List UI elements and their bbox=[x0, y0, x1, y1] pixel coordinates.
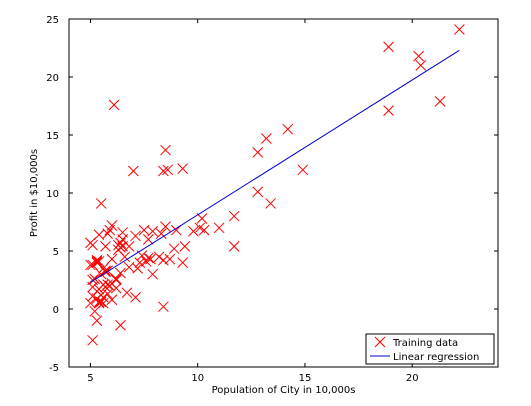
x-axis-label: Population of City in 10,000s bbox=[212, 385, 356, 396]
legend-marker-training-data bbox=[374, 336, 386, 348]
data-point bbox=[198, 224, 210, 236]
data-point bbox=[87, 334, 98, 346]
data-point bbox=[282, 123, 294, 135]
data-point bbox=[252, 147, 264, 158]
data-point bbox=[297, 164, 309, 176]
data-point bbox=[160, 221, 171, 232]
data-point bbox=[160, 144, 171, 156]
data-point bbox=[95, 289, 107, 301]
y-tick-label: 0 bbox=[53, 305, 59, 316]
data-point bbox=[85, 237, 96, 249]
data-point bbox=[91, 315, 103, 326]
data-point bbox=[179, 241, 191, 252]
data-point bbox=[106, 294, 118, 306]
data-point bbox=[93, 229, 105, 241]
data-point bbox=[147, 268, 159, 280]
x-tick-label: 15 bbox=[299, 373, 312, 384]
data-point bbox=[121, 287, 133, 299]
data-point bbox=[252, 186, 264, 198]
y-tick-label: 25 bbox=[46, 15, 59, 26]
data-point bbox=[85, 259, 96, 271]
data-point bbox=[434, 96, 446, 107]
data-point bbox=[168, 243, 180, 255]
data-point bbox=[130, 292, 141, 303]
data-point bbox=[132, 263, 143, 274]
data-point bbox=[260, 133, 272, 144]
data-point bbox=[102, 228, 113, 239]
data-point bbox=[413, 50, 424, 62]
y-tick-label: 5 bbox=[53, 247, 59, 258]
data-point bbox=[162, 164, 174, 176]
data-point bbox=[110, 282, 122, 294]
data-point bbox=[95, 198, 107, 209]
x-tick-label: 5 bbox=[87, 373, 93, 384]
data-point bbox=[145, 253, 156, 265]
y-axis-label: Profit in $10,000s bbox=[29, 149, 40, 237]
data-point bbox=[228, 241, 240, 252]
data-point bbox=[196, 213, 208, 224]
data-point bbox=[177, 257, 189, 268]
data-point bbox=[91, 254, 103, 266]
data-point bbox=[115, 267, 126, 279]
data-point bbox=[158, 165, 169, 177]
data-point bbox=[454, 24, 465, 35]
data-point bbox=[143, 252, 154, 264]
plot-area bbox=[68, 18, 499, 368]
data-point bbox=[130, 230, 141, 242]
data-point bbox=[115, 319, 126, 331]
data-point bbox=[102, 279, 113, 290]
data-point bbox=[213, 222, 225, 234]
data-point bbox=[383, 41, 394, 53]
y-tick-label: 20 bbox=[46, 73, 59, 84]
data-point bbox=[228, 210, 240, 222]
tick-labels: 5 10 15 20 -5 0 5 10 15 20 25 bbox=[46, 15, 418, 384]
legend-box bbox=[365, 333, 495, 365]
data-point bbox=[123, 261, 135, 273]
data-point bbox=[97, 297, 109, 309]
data-point bbox=[112, 239, 124, 251]
data-point bbox=[106, 253, 118, 265]
regression-line bbox=[90, 49, 460, 283]
x-tick-label: 20 bbox=[406, 373, 419, 384]
data-point bbox=[164, 253, 176, 265]
data-point bbox=[383, 105, 394, 116]
data-point bbox=[147, 225, 159, 237]
y-tick-label: -5 bbox=[49, 363, 59, 374]
data-point bbox=[102, 288, 113, 300]
data-point bbox=[127, 165, 139, 177]
data-point bbox=[188, 225, 199, 237]
legend: Training data Linear regression bbox=[365, 333, 495, 365]
data-point bbox=[100, 241, 111, 252]
data-point bbox=[134, 257, 146, 268]
data-point bbox=[87, 281, 98, 293]
legend-label-linear-regression: Linear regression bbox=[393, 352, 479, 363]
data-point bbox=[119, 251, 131, 263]
data-point bbox=[138, 224, 150, 236]
y-tick-label: 10 bbox=[46, 189, 59, 200]
data-point bbox=[158, 254, 169, 266]
data-point bbox=[108, 99, 120, 111]
x-tick-label: 10 bbox=[191, 373, 204, 384]
y-tick-label: 15 bbox=[46, 131, 59, 142]
data-point bbox=[85, 297, 96, 309]
legend-label-training-data: Training data bbox=[392, 338, 458, 349]
data-point bbox=[153, 251, 165, 263]
data-point bbox=[143, 234, 154, 245]
ticks bbox=[69, 18, 498, 368]
data-point bbox=[89, 305, 101, 317]
data-point bbox=[177, 163, 189, 174]
data-point bbox=[106, 220, 118, 231]
data-point bbox=[158, 301, 169, 313]
data-point bbox=[93, 283, 105, 295]
data-point bbox=[123, 241, 135, 252]
data-point bbox=[93, 256, 105, 267]
data-point bbox=[155, 228, 167, 239]
data-point bbox=[104, 280, 116, 292]
data-point bbox=[91, 293, 103, 304]
data-point bbox=[415, 60, 427, 71]
data-point bbox=[265, 198, 276, 209]
